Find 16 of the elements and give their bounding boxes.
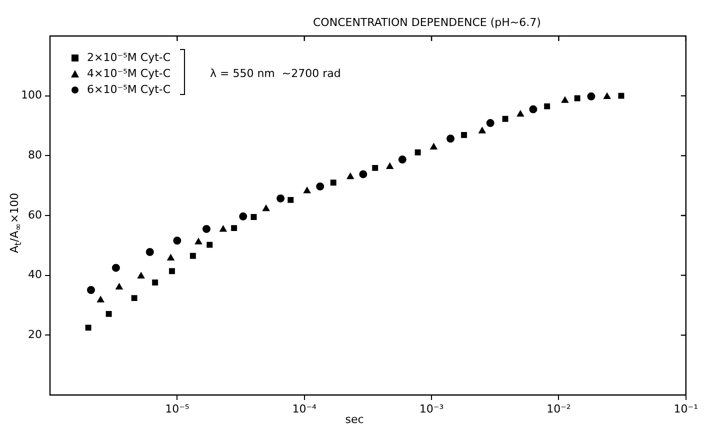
legend-label: 4×10⁻⁵M Cyt-C — [87, 66, 171, 80]
x-tick-label: 10⁻³ — [419, 402, 444, 416]
y-tick-label: 20 — [28, 328, 42, 342]
x-tick-label: 10⁻¹ — [674, 402, 698, 416]
legend-label: 6×10⁻⁵M Cyt-C — [87, 82, 171, 96]
y-tick-label: 80 — [28, 148, 42, 162]
y-tick-label: 100 — [21, 88, 42, 102]
x-tick-label: 10⁻⁴ — [292, 402, 318, 416]
y-tick-label: 40 — [28, 268, 42, 282]
x-axis-title: sec — [345, 413, 364, 426]
legend-label: 2×10⁻⁵M Cyt-C — [87, 50, 171, 64]
annotation: λ = 550 nm ~2700 rad — [210, 66, 341, 80]
y-tick-label: 60 — [28, 208, 42, 222]
chart-title: CONCENTRATION DEPENDENCE (pH~6.7) — [313, 16, 541, 29]
x-tick-label: 10⁻⁵ — [165, 402, 190, 416]
x-tick-label: 10⁻² — [546, 402, 571, 416]
